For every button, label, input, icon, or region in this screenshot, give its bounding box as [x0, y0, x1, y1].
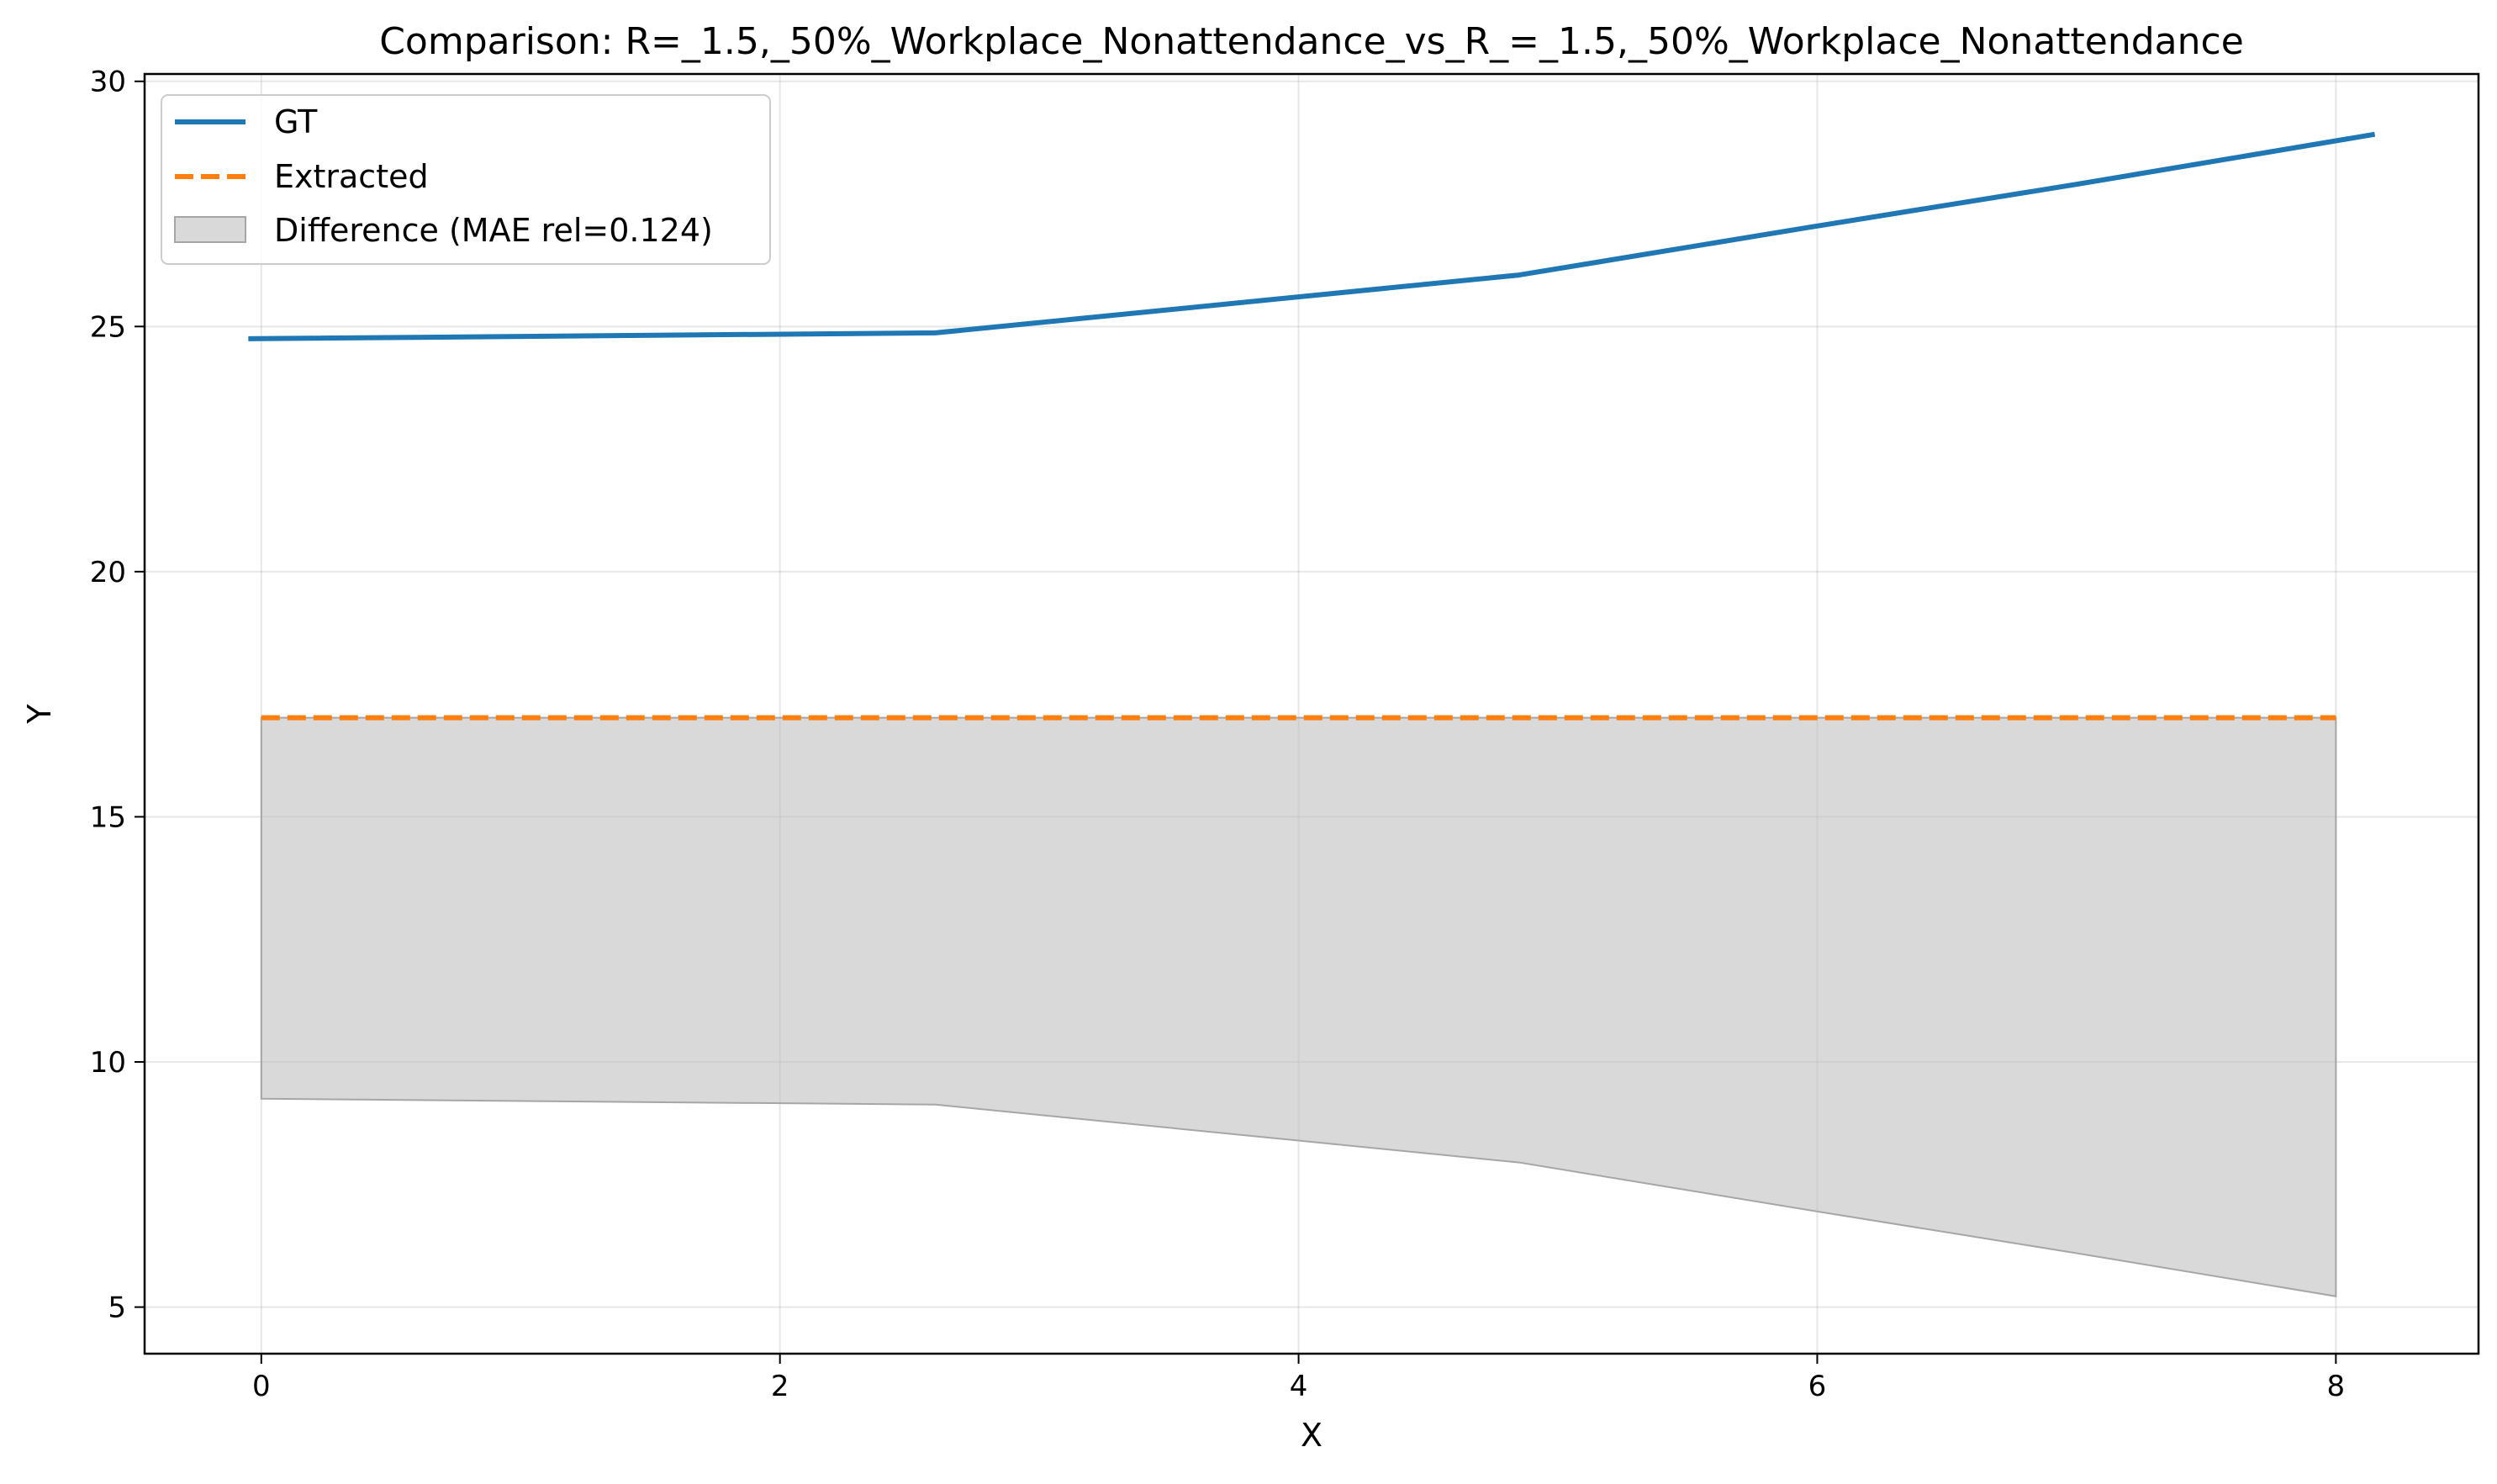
ticks: 0 2 4 6 8 5 10 15 20 25 30 — [90, 66, 2345, 1403]
y-tick-label-3: 20 — [90, 556, 126, 589]
y-tick-label-2: 15 — [90, 800, 126, 834]
legend-difference-swatch — [174, 216, 246, 243]
x-tick-label-1: 2 — [771, 1370, 789, 1403]
y-tick-label-0: 5 — [108, 1291, 126, 1325]
y-tick-label-1: 10 — [90, 1046, 126, 1080]
legend-extracted-label: Extracted — [274, 158, 429, 195]
legend-difference-label: Difference (MAE rel=0.124) — [274, 212, 713, 249]
y-tick-label-5: 30 — [90, 66, 126, 99]
y-tick-label-4: 25 — [90, 310, 126, 344]
x-tick-label-0: 0 — [252, 1370, 271, 1403]
y-axis-label: Y — [21, 704, 58, 725]
series-line-gt — [248, 131, 2376, 341]
x-tick-label-4: 8 — [2327, 1370, 2346, 1403]
x-tick-label-2: 4 — [1290, 1370, 1308, 1403]
plot-frame — [143, 72, 2480, 1355]
x-axis-label: X — [1301, 1417, 1322, 1454]
legend-gt-label: GT — [274, 103, 318, 140]
legend-box — [161, 94, 771, 265]
legend: GT Extracted Difference (MAE rel=0.124) — [161, 94, 771, 265]
chart-title: Comparison: R=_1.5,_50%_Workplace_Nonatt… — [379, 20, 2244, 63]
lines-layer — [248, 131, 2376, 721]
x-tick-label-3: 6 — [1808, 1370, 1827, 1403]
